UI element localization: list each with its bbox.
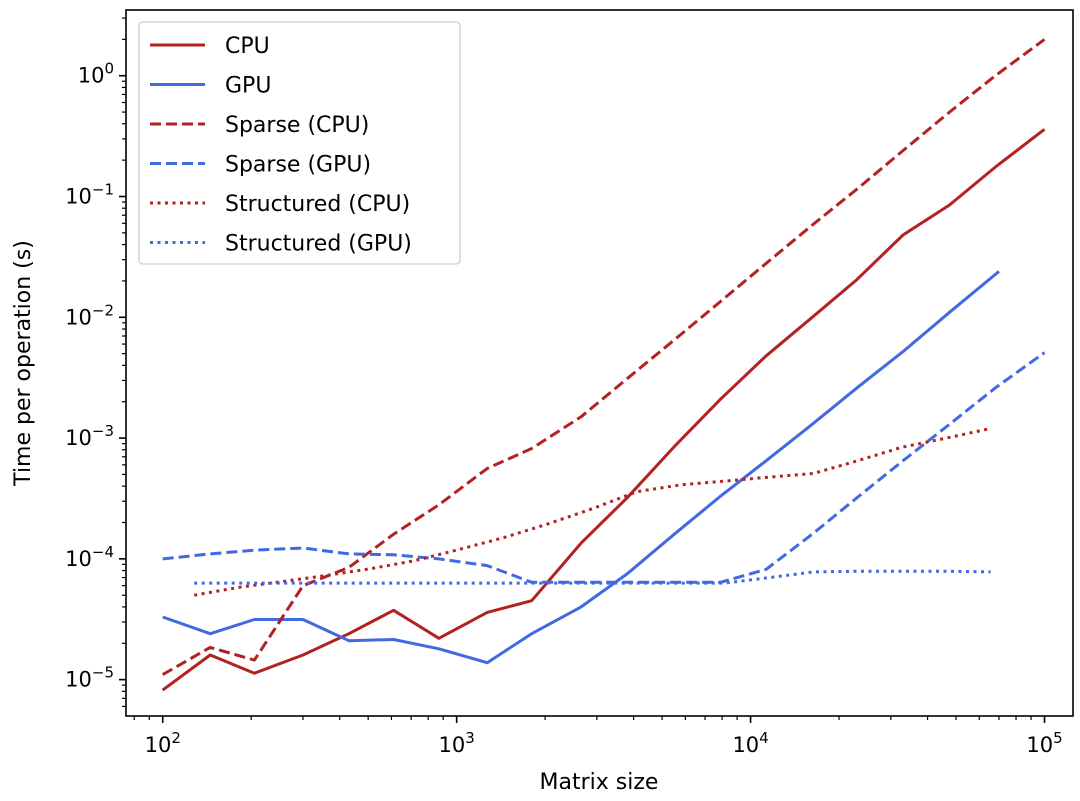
y-tick-label: 10−3 [65, 422, 114, 450]
series-line-2 [161, 38, 1046, 676]
y-tick-label: 10−2 [65, 301, 114, 329]
ticks-layer: 102 103 104 105 10−5 10−4 10−3 10−2 10−1 100 [65, 17, 1063, 757]
y-tick-label: 10−4 [65, 543, 114, 571]
y-tick-label: 100 [78, 60, 114, 88]
series-line-3 [162, 351, 1046, 584]
legend-label-0: CPU [225, 34, 270, 59]
plot-frame [125, 9, 1074, 717]
y-axis-label: Time per operation (s) [11, 240, 36, 487]
legend-label-1: GPU [225, 74, 271, 99]
x-tick-label: 102 [145, 729, 181, 757]
series-layer [161, 38, 1046, 692]
legend-box [138, 21, 461, 265]
x-tick-label: 103 [439, 729, 475, 757]
series-line-5 [194, 569, 991, 585]
y-tick-label: 10−5 [65, 664, 114, 692]
x-axis-label: Matrix size [540, 770, 659, 795]
legend-label-4: Structured (CPU) [225, 192, 410, 217]
x-tick-label: 105 [1026, 729, 1062, 757]
series-line-1 [162, 270, 1000, 665]
series-line-0 [161, 128, 1046, 692]
legend-label-2: Sparse (CPU) [225, 113, 369, 138]
legend-label-5: Structured (GPU) [225, 232, 412, 257]
y-tick-label: 10−1 [65, 181, 114, 209]
legend: CPU GPU Sparse (CPU) Sparse (GPU) Structured… [138, 21, 461, 265]
x-tick-label: 104 [732, 729, 768, 757]
legend-label-3: Sparse (GPU) [225, 153, 371, 178]
